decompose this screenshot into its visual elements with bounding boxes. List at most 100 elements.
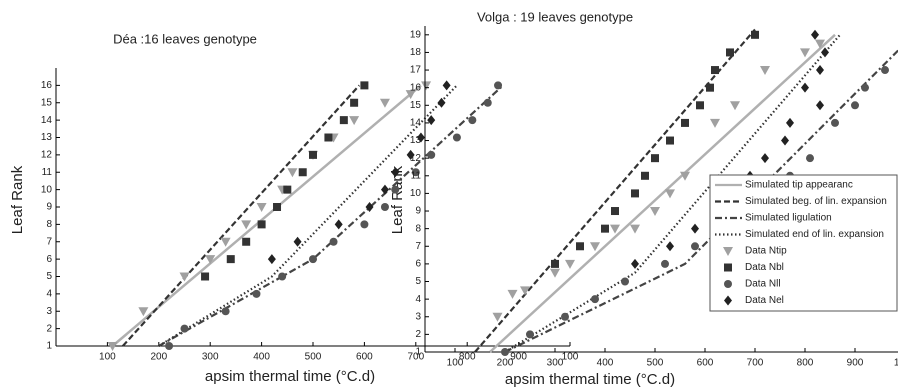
marker <box>696 101 704 110</box>
y-tick-label: 13 <box>410 135 422 146</box>
y-tick-label: 12 <box>410 153 422 164</box>
x-tick-label: 400 <box>253 352 270 363</box>
marker <box>256 203 267 212</box>
marker <box>421 81 432 91</box>
marker <box>379 98 390 108</box>
y-tick-label: 4 <box>415 294 421 305</box>
legend-label: Simulated ligulation <box>745 213 832 224</box>
y-tick-label: 16 <box>410 82 422 93</box>
marker <box>651 154 659 163</box>
marker <box>591 295 599 304</box>
y-tick-label: 8 <box>415 223 421 234</box>
marker <box>806 154 814 163</box>
chart-title: Volga : 19 leaves genotype <box>477 9 633 24</box>
marker <box>242 237 251 246</box>
y-tick-label: 11 <box>42 167 53 178</box>
marker <box>816 100 824 111</box>
marker <box>405 90 416 100</box>
x-tick-label: 900 <box>847 358 864 369</box>
marker <box>526 330 534 339</box>
marker <box>391 167 400 178</box>
y-tick-label: 6 <box>46 254 52 265</box>
marker <box>391 185 400 194</box>
marker <box>800 48 810 58</box>
marker <box>360 81 369 90</box>
marker <box>349 116 360 126</box>
marker <box>492 312 503 322</box>
simulated-line <box>489 33 836 353</box>
marker <box>760 66 770 76</box>
marker <box>452 133 461 142</box>
marker <box>107 342 118 351</box>
legend-label: Simulated beg. of lin. expansion <box>745 196 887 207</box>
simulated-line <box>504 49 898 353</box>
marker <box>551 259 559 268</box>
x-tick-label: 600 <box>697 358 714 369</box>
marker <box>437 97 446 108</box>
legend-label: Simulated tip appearanc <box>745 180 853 191</box>
marker <box>786 117 794 128</box>
marker <box>650 207 660 217</box>
x-tick-label: 500 <box>647 358 664 369</box>
x-tick-label: 700 <box>747 358 764 369</box>
marker <box>360 220 369 229</box>
y-tick-label: 13 <box>41 132 53 143</box>
simulated-line <box>158 84 504 347</box>
y-tick-label: 15 <box>410 100 422 111</box>
marker <box>278 272 287 281</box>
marker <box>483 98 492 107</box>
y-axis-label: Leaf Rank <box>389 165 406 234</box>
marker <box>201 272 210 281</box>
marker <box>179 272 190 282</box>
x-tick-label: 200 <box>150 352 167 363</box>
y-tick-label: 3 <box>415 311 421 322</box>
y-tick-label: 19 <box>410 29 422 40</box>
marker <box>494 81 503 90</box>
marker <box>851 101 859 110</box>
marker <box>630 224 640 234</box>
marker <box>411 168 420 177</box>
x-tick-label: 400 <box>597 358 614 369</box>
marker <box>641 171 649 180</box>
y-tick-label: 10 <box>410 188 422 199</box>
y-tick-label: 2 <box>46 323 52 334</box>
marker <box>468 116 477 125</box>
marker <box>365 202 374 212</box>
x-tick-label: 500 <box>305 352 322 363</box>
marker <box>165 342 174 350</box>
marker <box>751 30 759 39</box>
y-tick-label: 1 <box>46 341 52 352</box>
x-tick-label: 900 <box>510 352 527 363</box>
marker <box>324 133 333 142</box>
legend-label: Simulated end of lin. expansion <box>745 229 884 240</box>
y-tick-label: 9 <box>415 206 421 217</box>
y-axis-label: Leaf Rank <box>9 165 26 234</box>
marker <box>520 286 530 296</box>
x-tick-label: 100 <box>562 352 579 363</box>
marker <box>221 307 230 316</box>
marker <box>287 168 298 178</box>
simulated-line <box>504 34 841 353</box>
marker <box>610 224 620 234</box>
legend-label: Data Nel <box>745 295 784 306</box>
y-tick-label: 8 <box>46 219 52 230</box>
simulated-line <box>122 84 361 347</box>
x-axis-label: apsim thermal time (°C.d) <box>205 368 375 385</box>
y-tick-label: 12 <box>41 150 53 161</box>
marker <box>726 48 734 57</box>
marker <box>507 289 518 299</box>
marker <box>611 207 619 216</box>
marker <box>293 236 302 247</box>
marker <box>252 289 261 298</box>
y-tick-label: 1 <box>415 347 421 358</box>
marker <box>561 312 569 321</box>
marker <box>801 82 809 93</box>
x-tick-label: 700 <box>407 352 424 363</box>
y-tick-label: 9 <box>46 202 52 213</box>
marker <box>406 149 415 160</box>
x-tick-label: 800 <box>797 358 814 369</box>
marker <box>339 116 348 125</box>
x-tick-label: 800 <box>459 352 476 363</box>
marker <box>180 324 189 333</box>
marker <box>761 153 769 164</box>
